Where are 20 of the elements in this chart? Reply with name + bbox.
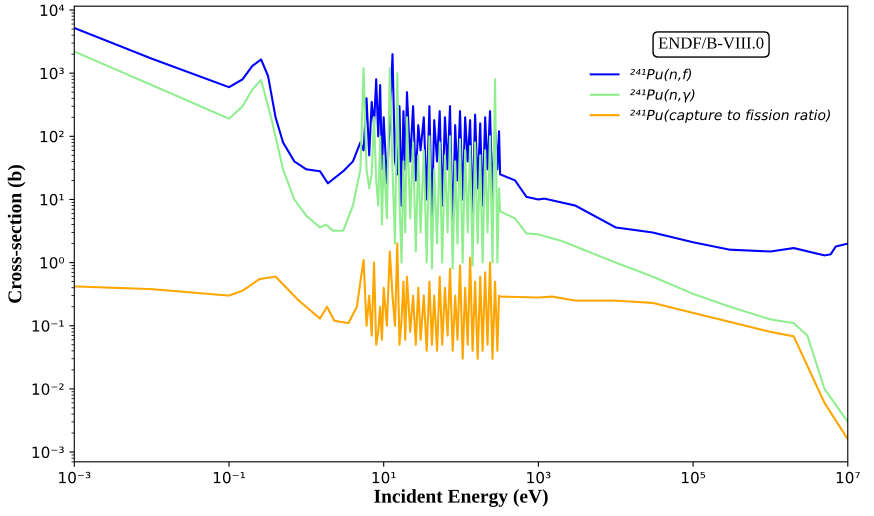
legend-label: ²⁴¹Pu(n,f): [630, 68, 692, 82]
legend-label: ²⁴¹Pu(n,γ): [630, 89, 694, 103]
legend-label: ²⁴¹Pu(capture to fission ratio): [630, 109, 830, 123]
legend-title: ENDF/B-VIII.0: [658, 37, 764, 49]
y-axis-title: Cross-section (b): [8, 165, 26, 303]
x-tick-label: 10⁻¹: [214, 472, 245, 484]
y-tick-label: 10¹: [40, 194, 64, 206]
x-tick-label: 10³: [527, 472, 550, 484]
x-tick-label: 10⁻³: [59, 472, 90, 484]
y-tick-label: 10²: [40, 130, 64, 142]
y-tick-label: 10³: [40, 68, 64, 80]
x-tick-label: 10¹: [372, 472, 396, 484]
x-tick-label: 10⁷: [836, 472, 860, 484]
x-tick-label: 10⁵: [682, 472, 706, 484]
y-tick-label: 10⁻²: [32, 383, 64, 395]
y-tick-label: 10⁰: [40, 257, 64, 269]
x-axis-title: Incident Energy (eV): [374, 489, 548, 507]
y-tick-label: 10⁻¹: [32, 320, 64, 332]
y-tick-label: 10⁻³: [32, 446, 64, 458]
y-tick-label: 10⁴: [40, 4, 64, 16]
